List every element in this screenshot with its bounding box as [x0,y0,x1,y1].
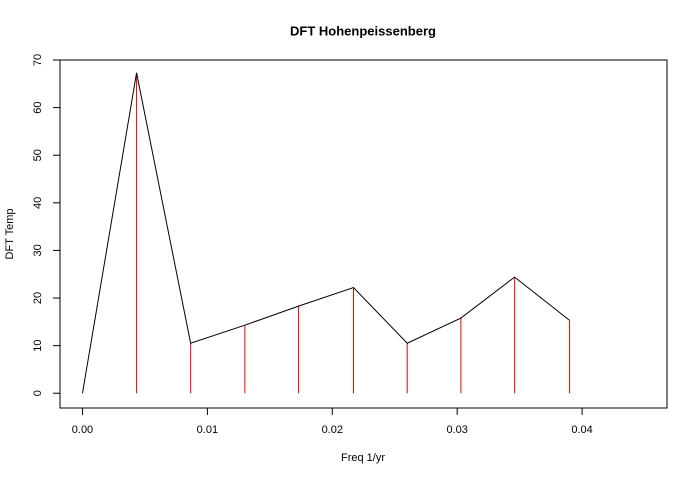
line [81,72,570,394]
x-axis-title: Freq 1/yr [341,452,385,464]
y-tick-label: 30 [32,244,44,256]
y-tick-label: 50 [32,149,44,161]
y-tick-label: 70 [32,54,44,66]
y-tick-label: 40 [32,197,44,209]
y-tick-label: 0 [32,390,44,396]
chart-title: DFT Hohenpeissenberg [290,23,436,38]
x-tick-label: 0.04 [571,424,592,436]
y-tick-label: 10 [32,340,44,352]
x-tick-label: 0.00 [72,424,93,436]
x-tick-label: 0.03 [446,424,467,436]
x-tick-label: 0.02 [322,424,343,436]
y-tick-label: 60 [32,101,44,113]
plot-box [59,59,668,409]
x-tick-label: 0.01 [197,424,218,436]
y-tick-label: 20 [32,292,44,304]
y-axis-title: DFT Temp [4,209,16,260]
